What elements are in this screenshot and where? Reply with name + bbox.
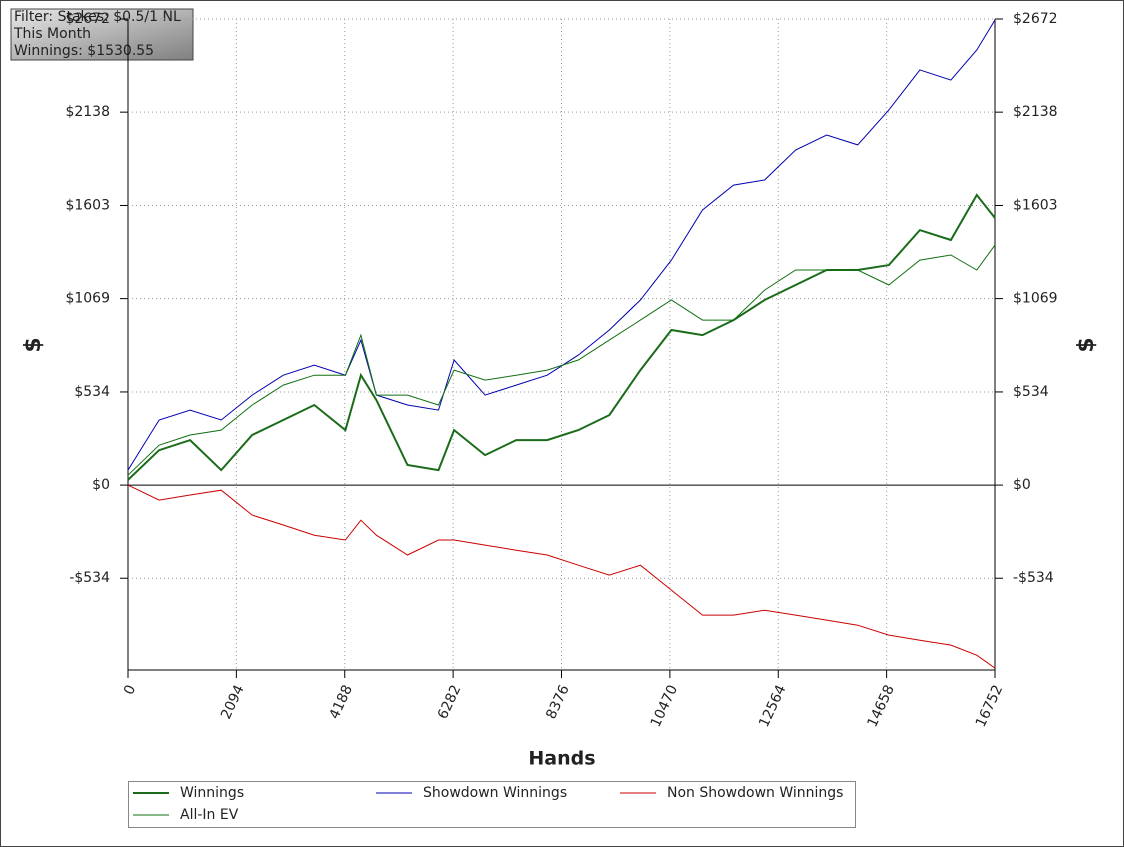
y-tick-label-right: $2138: [1013, 104, 1058, 120]
filter-box: [10, 8, 194, 61]
filter-text: This Month: [13, 26, 91, 42]
y-tick-label-right: -$534: [1013, 570, 1054, 586]
y-tick-label-right: $1603: [1013, 197, 1058, 213]
series-line: [127, 244, 996, 476]
x-axis-label: Hands: [528, 748, 595, 770]
filter-text: Winnings: $1530.55: [14, 43, 154, 59]
legend: [128, 781, 856, 828]
y-tick-label-right: $2672: [1013, 11, 1058, 27]
y-tick-label-right: $0: [1013, 477, 1031, 493]
filter-text: Filter: Stakes: $0.5/1 NL: [14, 9, 181, 25]
y-tick-label: $2138: [65, 104, 110, 120]
y-tick-label-right: $1069: [1013, 291, 1058, 307]
y-tick-label: $534: [74, 384, 110, 400]
y-axis-label-right: $: [1074, 337, 1099, 352]
y-tick-label: $2672: [65, 11, 110, 27]
y-tick-label: -$534: [69, 570, 110, 586]
legend-label: Winnings: [180, 785, 244, 801]
series-line: [127, 19, 996, 471]
y-tick-label: $1069: [65, 291, 110, 307]
legend-label: All-In EV: [180, 807, 239, 823]
y-tick-label-right: $534: [1013, 384, 1049, 400]
y-tick-label: $0: [92, 477, 110, 493]
y-tick-label: $1603: [65, 197, 110, 213]
series-line: [127, 484, 996, 669]
legend-label: Non Showdown Winnings: [667, 785, 843, 801]
y-axis-label: $: [21, 337, 46, 352]
legend-label: Showdown Winnings: [423, 785, 567, 801]
